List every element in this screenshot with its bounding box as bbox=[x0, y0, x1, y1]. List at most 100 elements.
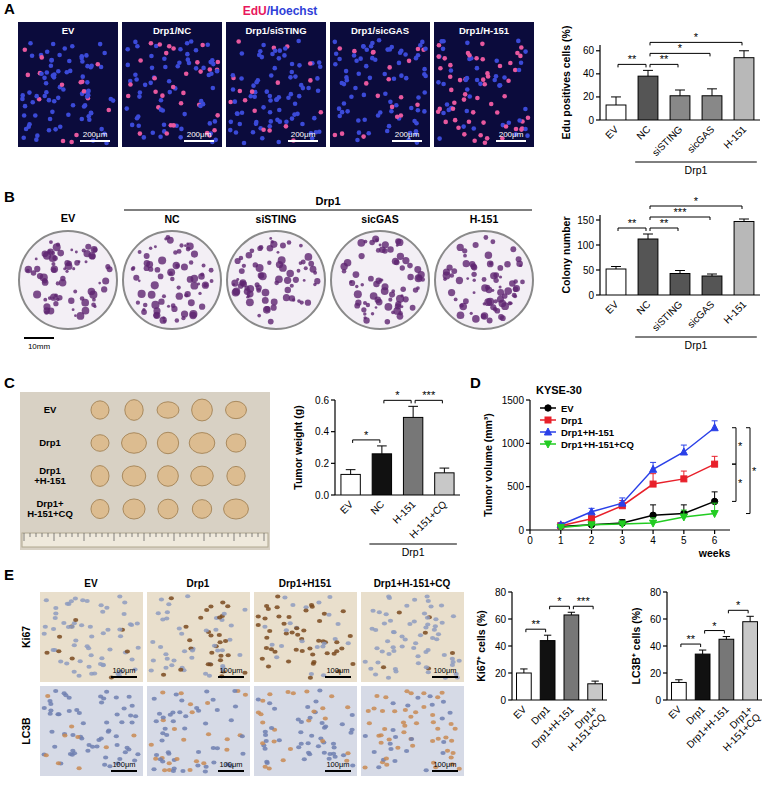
nucleus bbox=[276, 80, 281, 85]
x-tick-label: H-151+CQ bbox=[407, 498, 449, 540]
x-tick-label: EV bbox=[666, 703, 683, 720]
y-tick-label: 100 bbox=[577, 240, 594, 251]
nucleus bbox=[399, 95, 404, 100]
cell bbox=[443, 736, 448, 740]
nucleus bbox=[42, 94, 47, 99]
colony bbox=[499, 286, 502, 289]
colony bbox=[271, 299, 278, 306]
cell bbox=[307, 716, 312, 720]
colony bbox=[244, 285, 249, 290]
colony bbox=[148, 291, 156, 299]
cell bbox=[316, 639, 321, 643]
cell bbox=[52, 745, 57, 749]
colony bbox=[396, 295, 404, 303]
group-line bbox=[369, 544, 457, 545]
nucleus bbox=[187, 61, 192, 66]
cell bbox=[171, 719, 176, 723]
colony bbox=[199, 304, 205, 310]
nucleus bbox=[208, 67, 213, 72]
cell bbox=[166, 752, 171, 756]
cell bbox=[225, 604, 230, 608]
error-cap bbox=[675, 679, 682, 680]
cell bbox=[205, 701, 210, 705]
nucleus bbox=[292, 112, 297, 117]
error-line bbox=[444, 468, 445, 473]
point bbox=[588, 522, 595, 529]
cell bbox=[135, 752, 140, 756]
nucleus bbox=[523, 127, 528, 132]
cell bbox=[317, 689, 322, 693]
cell bbox=[159, 738, 164, 742]
nucleus bbox=[138, 58, 143, 63]
nucleus bbox=[387, 124, 392, 129]
colony bbox=[371, 312, 374, 315]
nucleus bbox=[519, 45, 524, 50]
colony bbox=[375, 296, 382, 303]
cell bbox=[182, 649, 187, 653]
panel-letter: D bbox=[470, 374, 481, 391]
cell bbox=[196, 750, 201, 754]
ruler-tick bbox=[258, 533, 259, 537]
nucleus bbox=[344, 75, 349, 80]
significance-label: ** bbox=[628, 53, 637, 65]
colony bbox=[200, 272, 204, 276]
colony bbox=[246, 298, 254, 306]
nucleus bbox=[208, 60, 213, 65]
nucleus bbox=[407, 59, 412, 64]
nucleus bbox=[261, 43, 266, 48]
error-bar bbox=[675, 90, 685, 96]
nucleus bbox=[342, 82, 347, 87]
micrograph: Drp1/H-151200μm bbox=[434, 22, 534, 147]
cell bbox=[43, 625, 48, 629]
colony bbox=[397, 313, 404, 320]
cell bbox=[208, 663, 213, 667]
point bbox=[650, 512, 656, 518]
nucleus bbox=[80, 117, 85, 122]
image-label: sicGAS bbox=[361, 213, 398, 225]
cell bbox=[179, 632, 184, 636]
error-cap bbox=[650, 504, 656, 505]
nucleus bbox=[308, 61, 313, 66]
nucleus bbox=[194, 66, 199, 71]
micrograph: Drp1/sicGAS200μm bbox=[330, 22, 430, 147]
nucleus bbox=[216, 60, 221, 65]
cell bbox=[256, 697, 261, 701]
nucleus bbox=[448, 74, 453, 79]
plot-area bbox=[672, 616, 758, 700]
cell bbox=[379, 741, 384, 745]
nucleus bbox=[30, 100, 35, 105]
colony bbox=[175, 264, 180, 269]
cell bbox=[125, 649, 130, 653]
colony bbox=[49, 240, 53, 244]
colony bbox=[473, 291, 476, 294]
y-axis-label: Ki67⁺ cells (%) bbox=[475, 610, 487, 682]
cell bbox=[183, 714, 188, 718]
cell bbox=[282, 596, 287, 600]
nucleus bbox=[171, 123, 176, 128]
scale-bar bbox=[111, 770, 137, 772]
bar bbox=[638, 76, 658, 120]
cell bbox=[311, 660, 316, 664]
colony bbox=[85, 260, 88, 263]
micrograph: EV200μm bbox=[18, 22, 118, 147]
cell bbox=[327, 595, 332, 599]
colony bbox=[151, 301, 159, 309]
point bbox=[650, 481, 656, 487]
colony bbox=[250, 248, 255, 253]
cell bbox=[165, 610, 170, 614]
colony bbox=[60, 276, 65, 281]
cell bbox=[262, 617, 267, 621]
y-tick-label: 0.0 bbox=[315, 490, 329, 501]
cell bbox=[392, 759, 397, 763]
nucleus bbox=[258, 49, 263, 54]
nucleus bbox=[352, 53, 357, 58]
bar bbox=[672, 682, 687, 700]
colony bbox=[366, 303, 370, 307]
colony bbox=[385, 319, 391, 325]
cell bbox=[242, 671, 247, 675]
cell bbox=[179, 698, 184, 702]
colony bbox=[308, 261, 314, 267]
cell bbox=[392, 630, 397, 634]
y-tick bbox=[663, 672, 667, 673]
nucleus bbox=[130, 123, 135, 128]
